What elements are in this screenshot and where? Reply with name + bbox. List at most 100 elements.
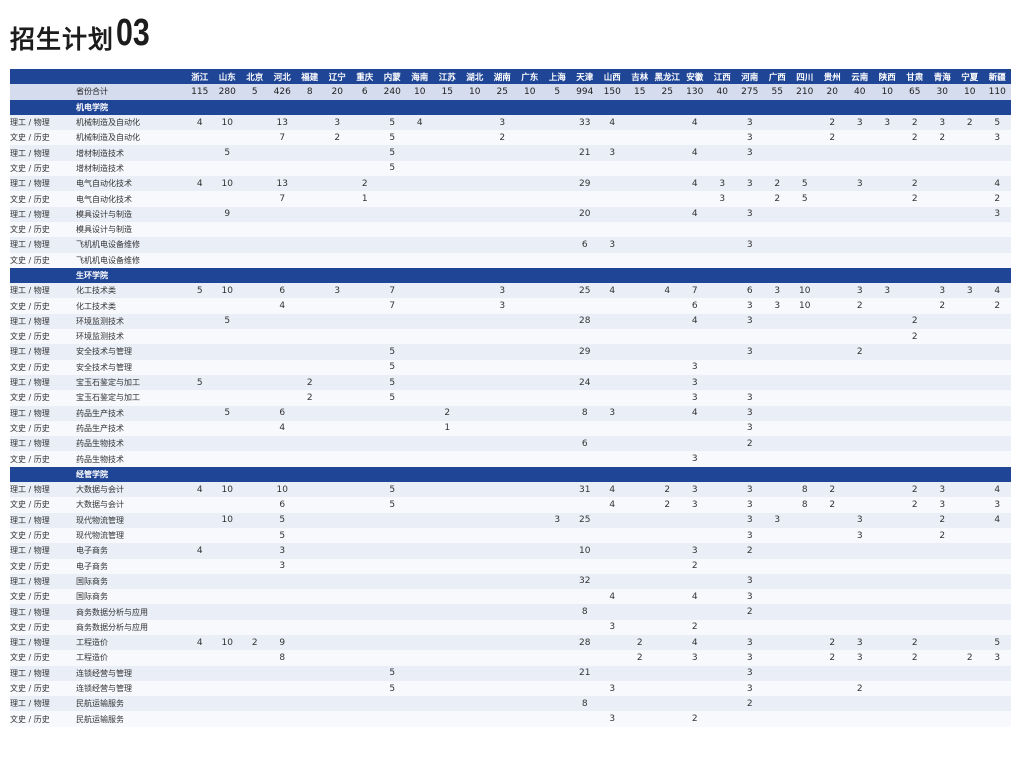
major-name: 药品生物技术	[76, 436, 186, 452]
quota-cell	[213, 160, 241, 177]
quota-cell	[378, 237, 406, 253]
quota-cell: 3	[488, 283, 516, 299]
quota-cell	[571, 420, 599, 437]
quota-cell	[296, 634, 324, 651]
quota-cell	[461, 482, 489, 498]
quota-cell: 3	[681, 482, 709, 498]
quota-cell	[626, 374, 654, 391]
quota-cell	[351, 527, 379, 544]
table-row: 文史 / 历史 国际商务 4 4 3	[10, 589, 1011, 605]
major-name: 大数据与会计	[76, 482, 186, 498]
quota-cell	[323, 344, 351, 360]
quota-cell: 13	[268, 176, 296, 192]
quota-cell: 3	[736, 176, 764, 192]
quota-cell	[433, 436, 461, 452]
quota-cell	[928, 420, 956, 437]
quota-cell: 29	[571, 176, 599, 192]
quota-cell	[846, 191, 874, 207]
quota-cell	[241, 512, 269, 528]
subject-category: 文史 / 历史	[10, 527, 76, 544]
quota-cell	[653, 558, 681, 574]
quota-cell	[983, 665, 1011, 681]
quota-cell	[928, 696, 956, 712]
quota-cell	[186, 650, 214, 666]
quota-cell	[296, 650, 324, 666]
quota-cell	[708, 497, 736, 513]
quota-cell	[983, 374, 1011, 391]
quota-cell	[928, 665, 956, 681]
quota-cell	[213, 390, 241, 406]
quota-cell: 4	[983, 176, 1011, 192]
quota-cell	[351, 573, 379, 590]
quota-cell	[653, 344, 681, 360]
quota-cell	[323, 298, 351, 314]
quota-cell	[351, 650, 379, 666]
quota-cell	[818, 191, 846, 207]
table-row: 文史 / 历史 大数据与会计 6 5 4 2 3 3 8 2 2 3 3	[10, 497, 1011, 513]
quota-cell: 21	[571, 145, 599, 161]
quota-cell: 5	[378, 130, 406, 146]
province-header-cell: 湖南	[488, 69, 516, 85]
table-row: 理工 / 物理 电子商务 4 3 10 3 2	[10, 543, 1011, 559]
quota-cell	[901, 390, 929, 406]
quota-cell: 2	[901, 650, 929, 666]
quota-cell	[213, 252, 241, 268]
quota-cell: 5	[378, 160, 406, 177]
quota-cell	[626, 298, 654, 314]
quota-cell	[378, 420, 406, 437]
quota-cell	[626, 420, 654, 437]
quota-cell: 5	[378, 359, 406, 375]
quota-cell	[956, 711, 984, 727]
quota-cell	[873, 589, 901, 605]
quota-cell	[516, 619, 544, 635]
quota-cell	[351, 451, 379, 467]
subject-category: 理工 / 物理	[10, 634, 76, 651]
quota-cell	[323, 405, 351, 421]
quota-cell	[956, 527, 984, 544]
quota-cell: 5	[213, 313, 241, 330]
province-header-cell: 浙江	[186, 69, 214, 85]
quota-cell	[956, 482, 984, 498]
quota-cell	[323, 665, 351, 681]
table-row: 理工 / 物理 宝玉石鉴定与加工 5 2 5 24 3	[10, 374, 1011, 391]
quota-cell: 3	[736, 665, 764, 681]
quota-cell	[791, 114, 819, 131]
enrollment-plan-table: 浙江 山东 北京 河北 福建 辽宁 重庆 内蒙 海南 江苏 湖北 湖南 广东 上海 天津 山西 吉林 黑龙江 安徽江…	[10, 69, 1011, 727]
quota-cell	[296, 527, 324, 544]
quota-cell	[516, 191, 544, 207]
quota-cell: 3	[846, 634, 874, 651]
quota-cell	[873, 329, 901, 345]
quota-cell	[653, 160, 681, 177]
quota-cell	[681, 130, 709, 146]
quota-cell	[268, 619, 296, 635]
quota-cell	[708, 650, 736, 666]
quota-cell	[846, 696, 874, 712]
quota-cell	[351, 405, 379, 421]
quota-cell	[571, 558, 599, 574]
quota-cell	[241, 665, 269, 681]
quota-cell	[241, 145, 269, 161]
major-name: 工程造价	[76, 650, 186, 666]
subject-category: 文史 / 历史	[10, 130, 76, 146]
quota-cell	[928, 237, 956, 253]
quota-cell	[378, 711, 406, 727]
quota-cell	[653, 604, 681, 620]
quota-cell	[543, 589, 571, 605]
quota-cell: 3	[598, 405, 626, 421]
quota-cell	[598, 558, 626, 574]
quota-cell	[268, 145, 296, 161]
quota-cell	[406, 176, 434, 192]
quota-cell: 2	[901, 191, 929, 207]
quota-cell	[516, 237, 544, 253]
province-total-cell: 10	[516, 84, 544, 100]
page-title-text: 招生计划	[10, 25, 115, 54]
quota-cell: 4	[268, 298, 296, 314]
quota-cell	[846, 543, 874, 559]
quota-cell	[488, 206, 516, 222]
quota-cell: 3	[763, 512, 791, 528]
quota-cell: 3	[598, 237, 626, 253]
quota-cell	[791, 451, 819, 467]
quota-cell	[708, 558, 736, 574]
quota-cell	[543, 482, 571, 498]
quota-cell	[653, 573, 681, 590]
